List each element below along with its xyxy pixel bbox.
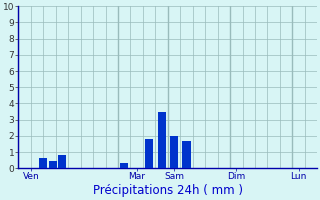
Bar bbox=[157, 112, 166, 168]
X-axis label: Précipitations 24h ( mm ): Précipitations 24h ( mm ) bbox=[93, 184, 243, 197]
Bar bbox=[120, 163, 128, 168]
Bar bbox=[145, 139, 153, 168]
Bar bbox=[39, 158, 47, 168]
Bar bbox=[182, 141, 190, 168]
Bar bbox=[170, 136, 178, 168]
Bar bbox=[58, 155, 66, 168]
Bar bbox=[49, 161, 57, 168]
